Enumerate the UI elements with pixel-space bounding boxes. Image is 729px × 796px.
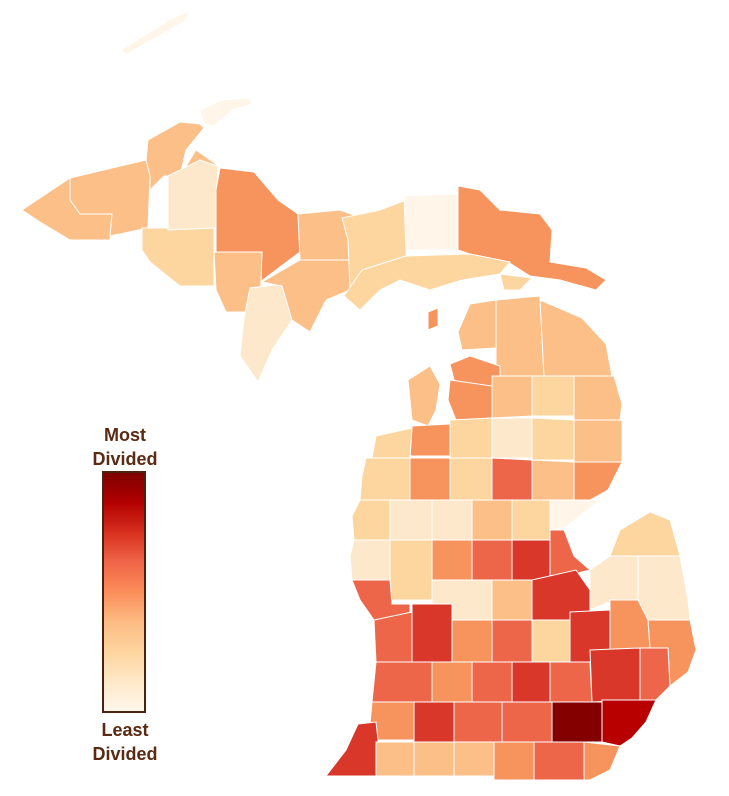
county-region xyxy=(539,299,613,377)
county-region xyxy=(639,647,671,701)
county-region xyxy=(573,461,623,501)
county-region xyxy=(324,721,379,777)
county-region xyxy=(407,365,441,427)
county-region xyxy=(499,273,534,291)
county-region xyxy=(471,539,513,581)
legend-bottom-label: Least Divided xyxy=(92,720,158,764)
county-region xyxy=(491,375,533,419)
county-region xyxy=(359,457,411,501)
county-region xyxy=(403,193,459,251)
county-region xyxy=(573,419,623,463)
county-region xyxy=(531,417,575,461)
county-region xyxy=(447,379,493,421)
county-region xyxy=(451,619,493,663)
county-region xyxy=(601,699,657,747)
county-region xyxy=(637,555,691,621)
county-region xyxy=(215,167,301,284)
county-region xyxy=(411,603,453,663)
county-region xyxy=(69,159,151,237)
county-region xyxy=(609,511,681,557)
county-region xyxy=(431,499,473,541)
county-region xyxy=(531,375,575,417)
county-region xyxy=(413,741,455,777)
county-region xyxy=(511,539,551,581)
county-region xyxy=(491,579,533,621)
county-region xyxy=(589,647,641,703)
county-region xyxy=(343,253,511,311)
county-region xyxy=(511,661,551,703)
county-region xyxy=(491,457,533,501)
isle-royale xyxy=(122,12,188,54)
county-region xyxy=(549,661,593,703)
county-region xyxy=(409,423,451,457)
county-region xyxy=(389,539,433,601)
county-region xyxy=(371,661,433,703)
county-region xyxy=(431,539,473,581)
county-region xyxy=(389,499,433,541)
county-region xyxy=(375,741,415,777)
county-region xyxy=(369,701,415,741)
county-region xyxy=(511,499,551,541)
county-region xyxy=(449,417,493,459)
county-region xyxy=(583,741,621,781)
county-region xyxy=(491,619,533,663)
county-region xyxy=(239,283,293,384)
county-region xyxy=(501,701,553,743)
county-region xyxy=(371,427,413,459)
county-region xyxy=(453,701,503,743)
county-region xyxy=(141,227,215,287)
county-region xyxy=(453,741,495,777)
county-region xyxy=(491,417,533,459)
county-region xyxy=(495,295,545,377)
county-region xyxy=(427,307,439,331)
county-region xyxy=(551,701,603,743)
county-region xyxy=(493,741,535,781)
county-region xyxy=(409,457,451,501)
county-region xyxy=(351,499,391,541)
county-region xyxy=(431,661,473,703)
county-region xyxy=(199,97,253,127)
color-scale-bar xyxy=(102,471,146,713)
county-region xyxy=(549,499,602,531)
county-region xyxy=(549,529,592,581)
county-region xyxy=(413,701,455,743)
county-region xyxy=(573,375,623,421)
county-region xyxy=(531,619,571,663)
county-region xyxy=(533,741,585,781)
county-region xyxy=(449,457,493,501)
county-region xyxy=(457,299,497,351)
legend-top-label: Most Divided xyxy=(92,425,158,469)
county-region xyxy=(349,539,391,581)
county-region xyxy=(531,459,575,501)
county-region xyxy=(471,499,513,541)
county-region xyxy=(471,661,513,703)
county-region xyxy=(373,611,413,663)
